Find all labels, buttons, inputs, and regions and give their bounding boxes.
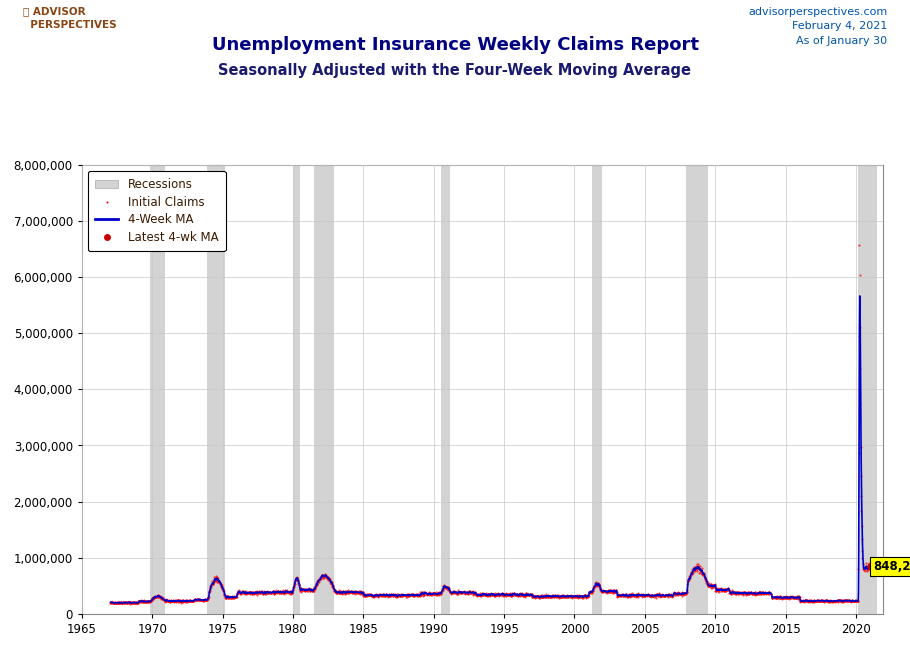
Text: Ⓛ ADVISOR
  PERSPECTIVES: Ⓛ ADVISOR PERSPECTIVES [23,7,116,30]
Bar [858,165,877,614]
Bar [592,165,602,614]
Bar [293,165,300,614]
Text: As of January 30: As of January 30 [796,36,887,46]
Text: Seasonally Adjusted with the Four-Week Moving Average: Seasonally Adjusted with the Four-Week M… [218,63,692,78]
Bar [150,165,166,614]
Bar [207,165,225,614]
Text: Unemployment Insurance Weekly Claims Report: Unemployment Insurance Weekly Claims Rep… [211,36,699,54]
Text: advisorperspectives.com: advisorperspectives.com [748,7,887,16]
Bar [686,165,708,614]
Bar [314,165,334,614]
Text: 848,250: 848,250 [873,560,910,573]
Legend: Recessions, Initial Claims, 4-Week MA, Latest 4-wk MA: Recessions, Initial Claims, 4-Week MA, L… [87,171,226,251]
Text: February 4, 2021: February 4, 2021 [792,21,887,31]
Bar [440,165,450,614]
